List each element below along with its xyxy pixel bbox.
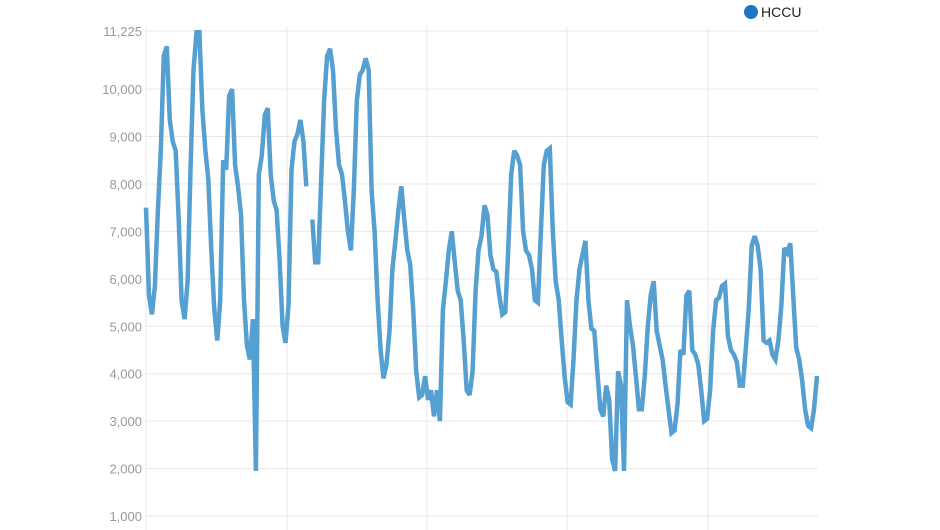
- y-tick-label: 9,000: [109, 130, 142, 145]
- series-line-segment: [310, 47, 820, 472]
- grid: [145, 27, 818, 530]
- y-tick-label: 7,000: [109, 224, 142, 239]
- y-tick-label: 8,000: [109, 177, 142, 192]
- y-tick-label: 1,000: [109, 509, 142, 524]
- y-tick-label: 4,000: [109, 367, 142, 382]
- y-tick-label: 3,000: [109, 414, 142, 429]
- y-tick-label: 6,000: [109, 272, 142, 287]
- y-tick-label: 11,225: [103, 24, 142, 39]
- series-line-segment: [143, 29, 309, 471]
- legend-label: HCCU: [761, 4, 802, 20]
- y-tick-label: 10,000: [102, 82, 142, 97]
- legend: HCCU: [744, 4, 801, 20]
- y-axis: 1,000 2,000 3,000 4,000 5,000 6,000 7,000 8,000…: [102, 24, 142, 524]
- y-tick-label: 2,000: [109, 462, 142, 477]
- series-lines: [143, 29, 820, 472]
- y-tick-label: 5,000: [109, 319, 142, 334]
- legend-marker-icon: [744, 5, 758, 19]
